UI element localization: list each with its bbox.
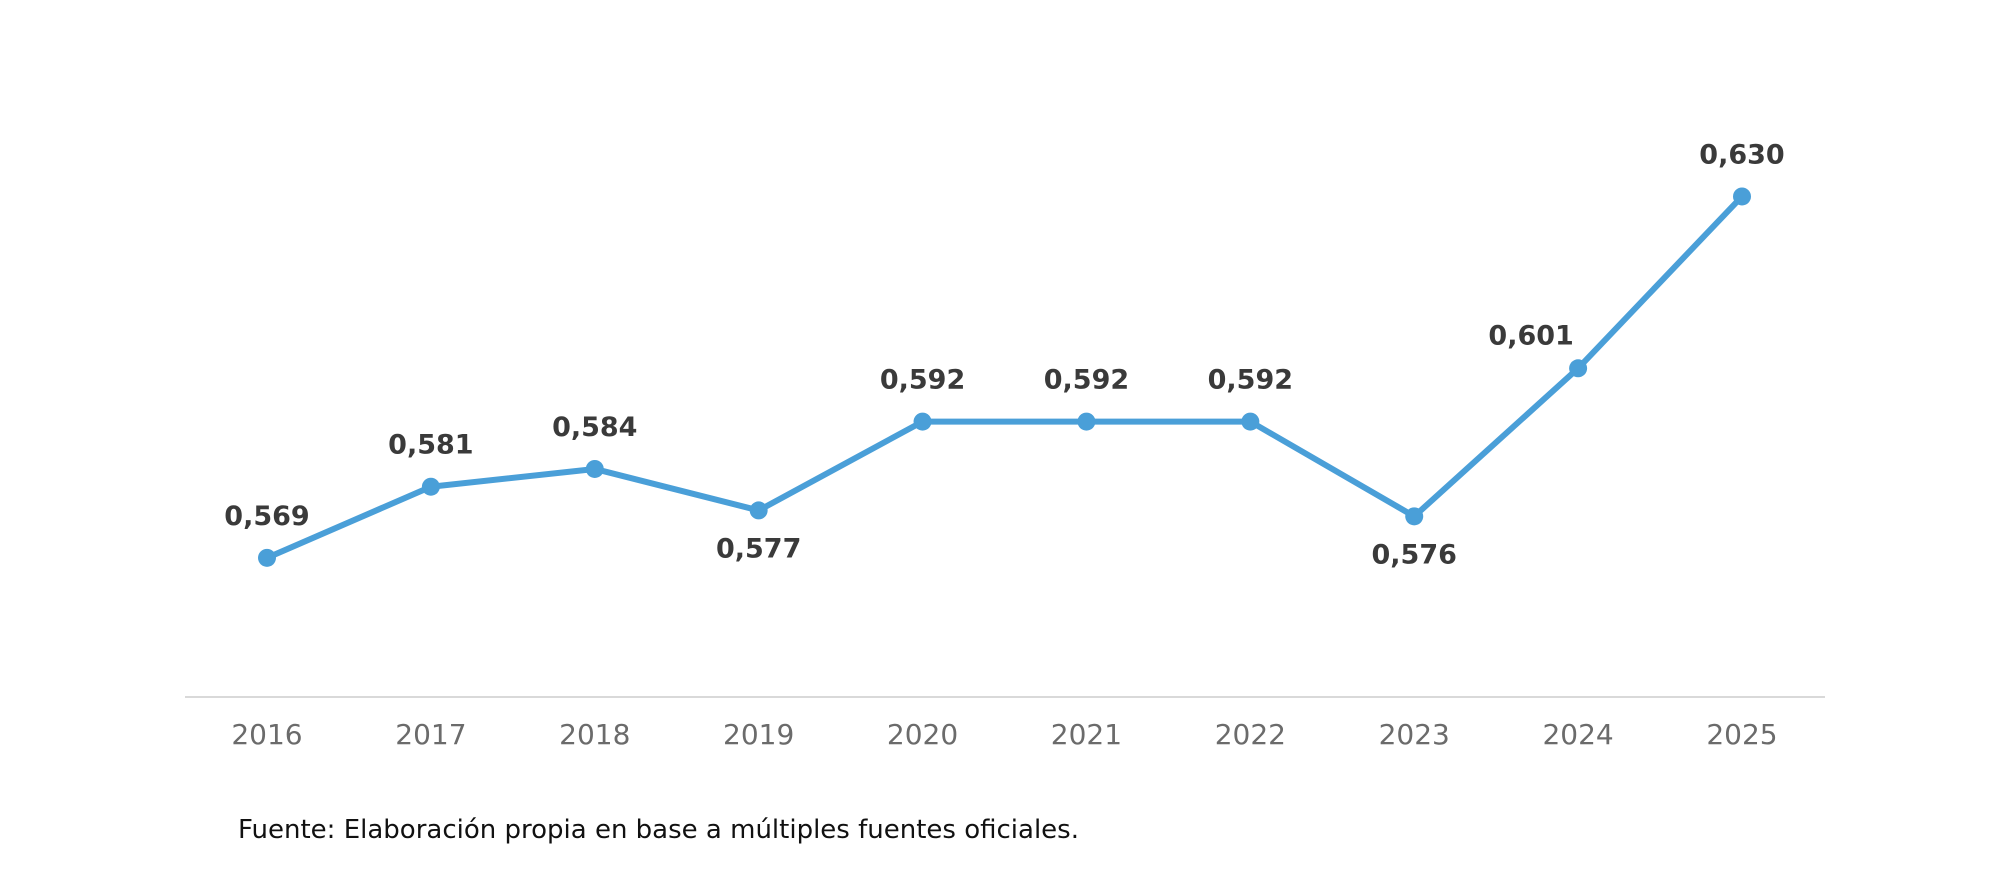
data-point [421,477,440,496]
source-note: Fuente: Elaboración propia en base a múl… [238,815,1079,845]
data-point [585,459,604,478]
data-label: 0,592 [1044,365,1129,396]
x-tick-label: 2018 [559,718,630,751]
x-tick-label: 2016 [231,718,302,751]
data-label: 0,630 [1699,139,1784,170]
x-tick-label: 2019 [723,718,794,751]
x-tick-label: 2023 [1379,718,1450,751]
x-tick-label: 2020 [887,718,958,751]
x-tick-label: 2017 [395,718,466,751]
data-point [749,501,768,520]
data-point [913,412,932,431]
data-label: 0,601 [1488,320,1573,351]
data-label: 0,584 [552,412,637,443]
data-label: 0,592 [1208,365,1293,396]
data-point [1077,412,1096,431]
data-point [258,548,276,567]
data-point [1733,187,1751,206]
data-label: 0,592 [880,365,965,396]
data-point [1569,359,1588,378]
data-label: 0,577 [716,533,801,564]
x-tick-label: 2024 [1542,718,1613,751]
series-line [264,193,1745,561]
x-tick-label: 2021 [1051,718,1122,751]
x-tick-label: 2022 [1215,718,1286,751]
data-label: 0,569 [224,501,309,532]
x-tick-label: 2025 [1706,718,1777,751]
data-label: 0,576 [1372,539,1457,570]
data-label: 0,581 [388,430,473,461]
data-point [1405,507,1424,526]
data-point [1241,412,1260,431]
